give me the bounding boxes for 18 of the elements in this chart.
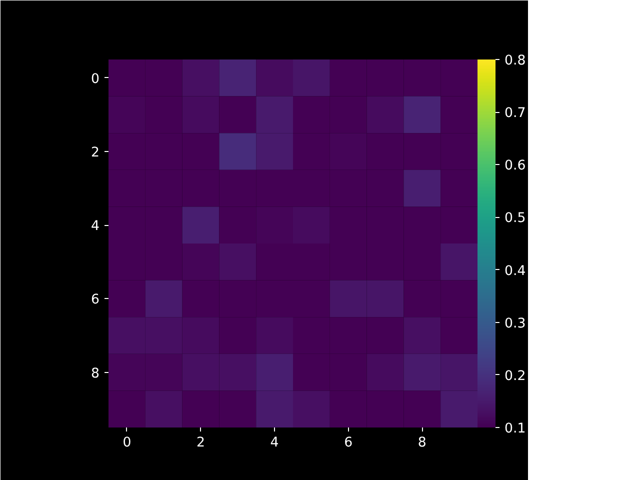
color-bar-label: 0.1: [504, 422, 526, 436]
color-bar-label: 0.4: [504, 264, 526, 279]
y-tick-label: 8: [91, 366, 100, 382]
color-bar-label: 0.7: [504, 106, 526, 122]
color-bar-label: 0.3: [504, 316, 526, 332]
x-tick-label: 6: [344, 436, 353, 450]
y-tick-label: 4: [91, 219, 100, 234]
x-tick-label: 0: [122, 436, 132, 450]
x-tick-label: 2: [196, 436, 205, 450]
y-tick-label: 6: [91, 292, 100, 308]
color-bar-label: 0.2: [504, 368, 526, 384]
color-bar-label: 0.8: [504, 54, 526, 68]
x-tick-label: 8: [418, 436, 426, 450]
color-bar-label: 0.5: [504, 211, 526, 226]
y-tick-label: 2: [91, 146, 100, 160]
color-bar-label: 0.6: [504, 158, 526, 174]
y-tick-label: 0: [91, 72, 100, 87]
x-tick-label: 4: [270, 436, 279, 450]
